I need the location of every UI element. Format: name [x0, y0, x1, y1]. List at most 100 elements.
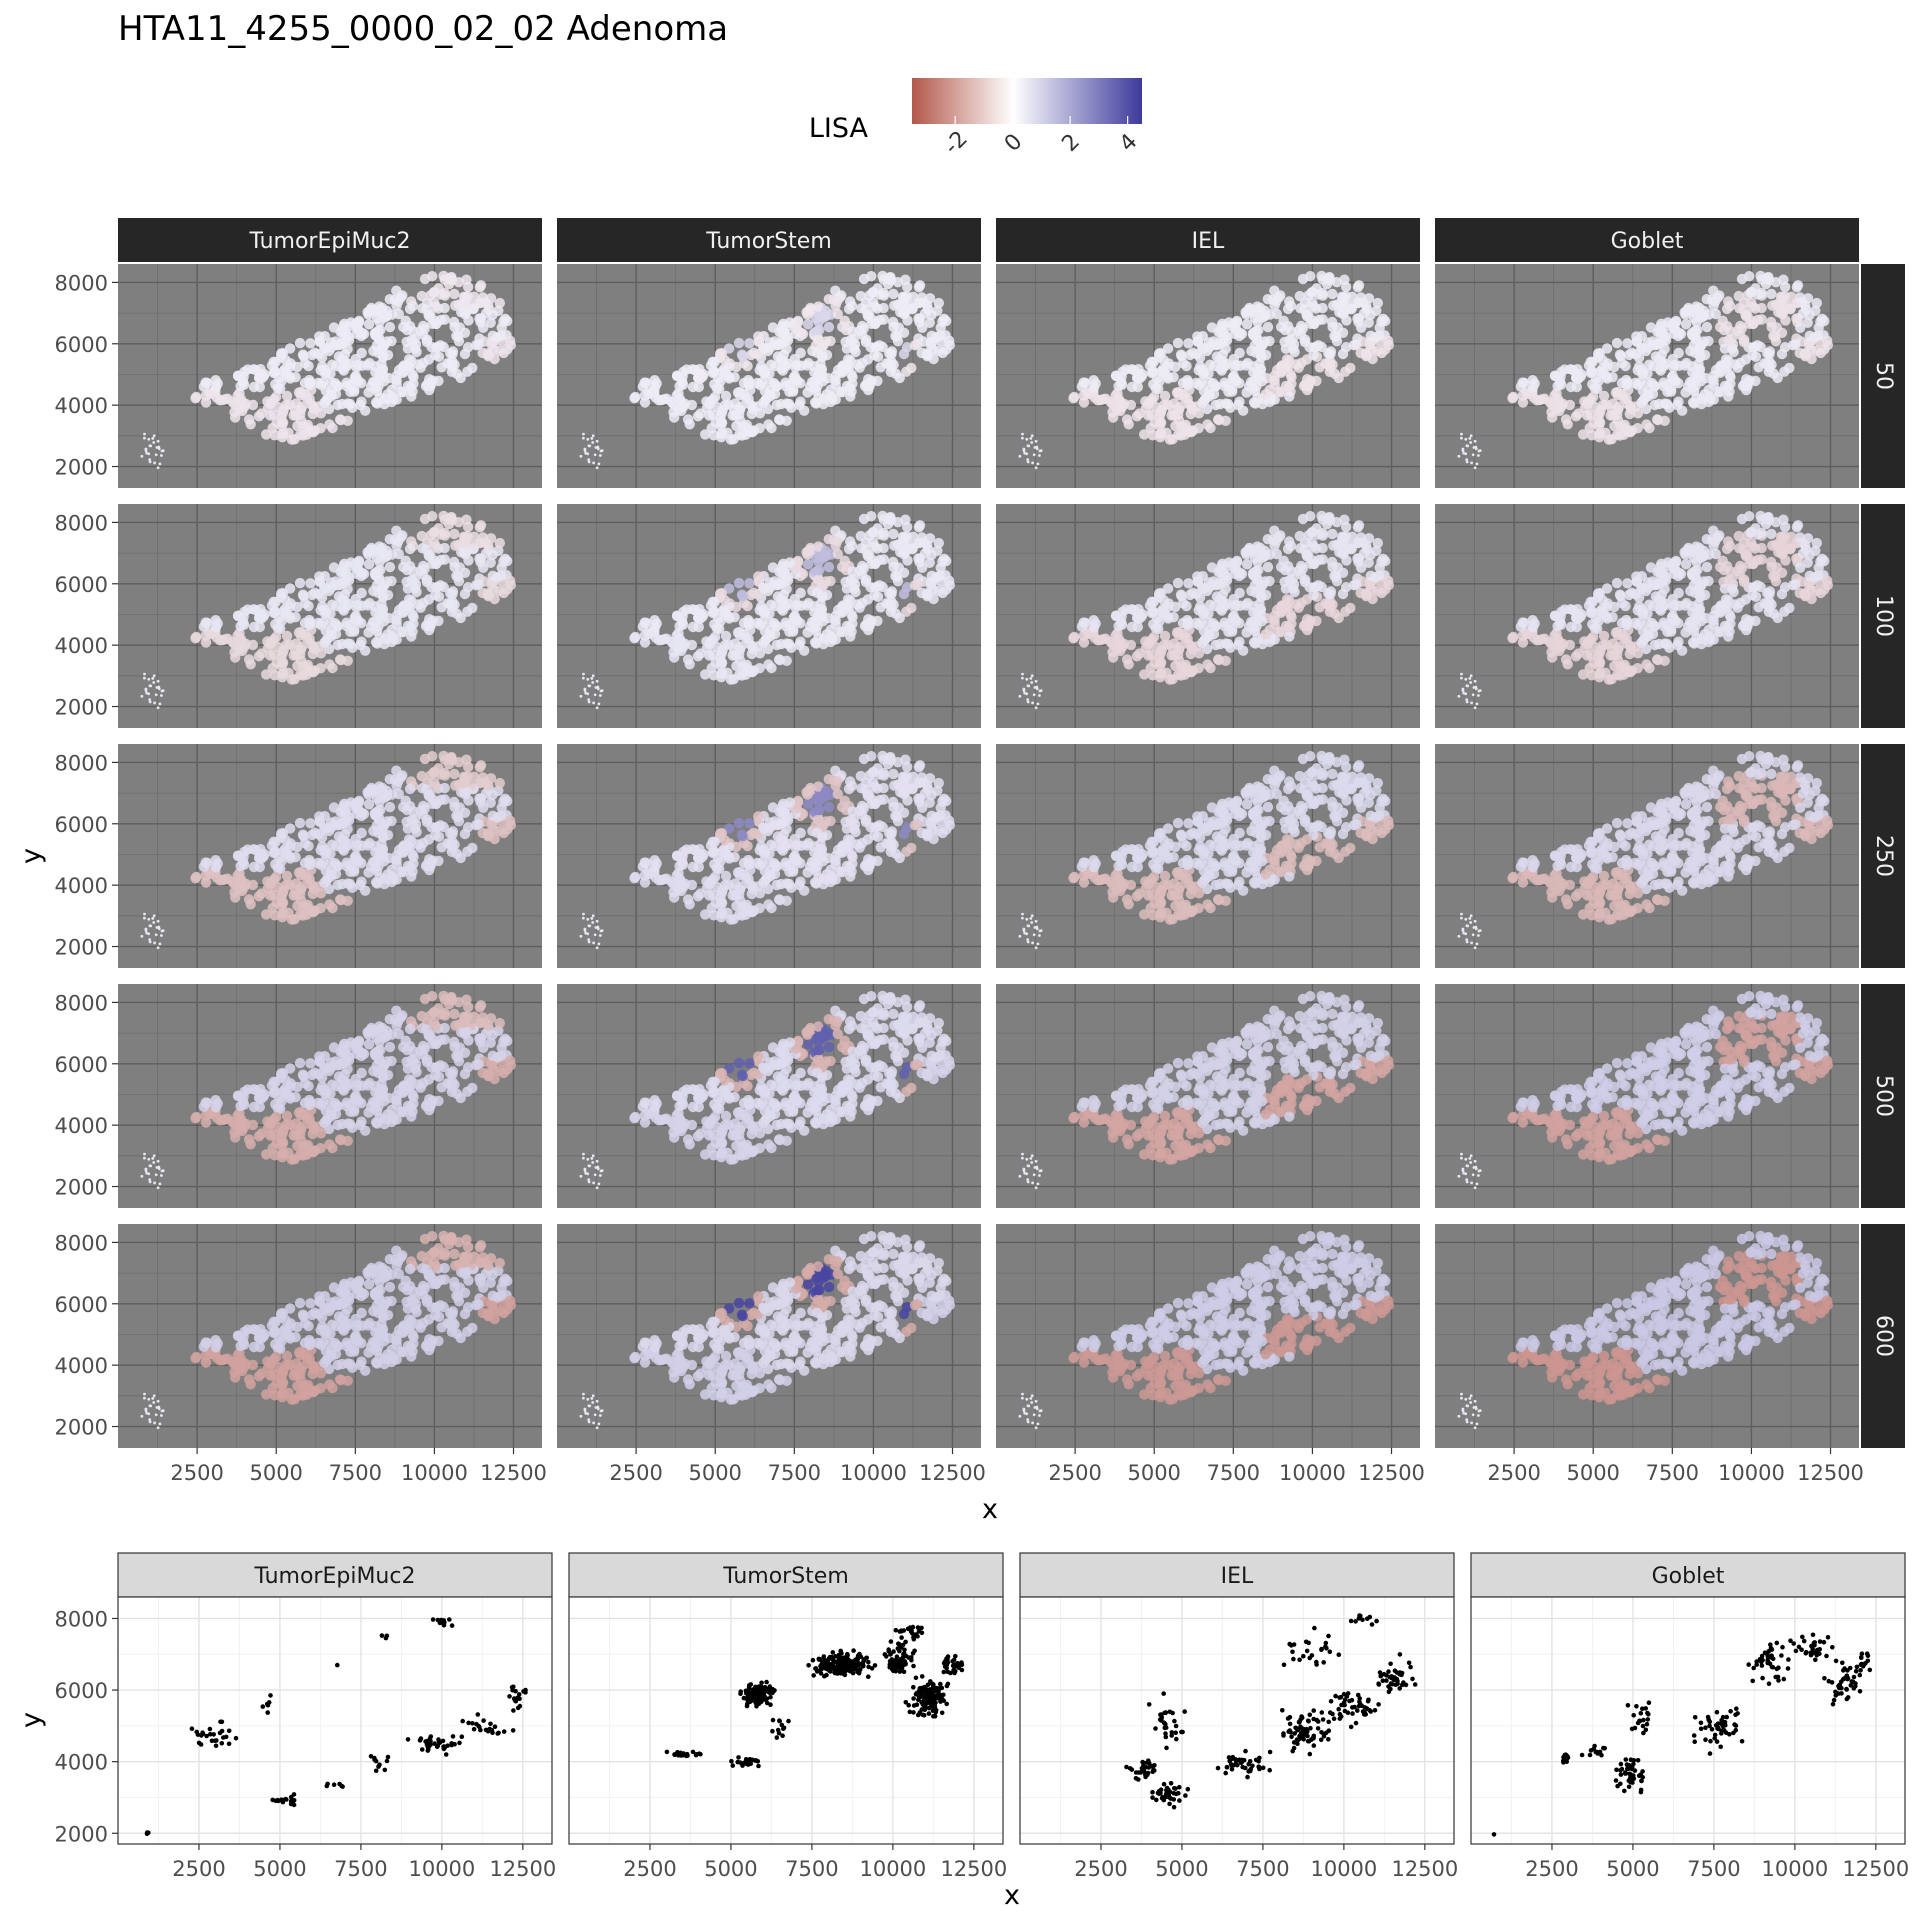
lisa-point [1176, 661, 1187, 672]
lisa-point [1262, 321, 1274, 333]
lisa-point [1108, 652, 1119, 663]
lisa-point [1166, 410, 1177, 421]
lisa-point [1766, 599, 1777, 610]
lisa-point [1154, 616, 1165, 627]
lisa-point [579, 454, 583, 458]
lisa-point [1469, 674, 1473, 678]
lisa-point [449, 528, 460, 540]
lisa-point [1618, 392, 1630, 404]
lisa-point [1113, 633, 1125, 645]
lisa-point [393, 604, 405, 616]
lisa-point [372, 347, 384, 358]
lisa-point [427, 271, 438, 282]
lisa-point [1331, 576, 1343, 587]
panel [557, 264, 981, 488]
lisa-point [453, 336, 465, 347]
lisa-point [447, 586, 459, 597]
lisa-point [1743, 377, 1754, 388]
lisa-point [1113, 380, 1124, 392]
lisa-point [1306, 287, 1318, 298]
lisa-point [1464, 677, 1468, 681]
lisa-point [771, 380, 782, 392]
lisa-point [1755, 510, 1766, 522]
lisa-point [217, 394, 228, 406]
lisa-point [450, 300, 461, 311]
lisa-point [356, 347, 367, 359]
lisa-point [1588, 657, 1599, 668]
lisa-point [1282, 303, 1294, 315]
lisa-point [1132, 613, 1143, 624]
lisa-point [1281, 594, 1293, 605]
lisa-point [230, 412, 241, 423]
lisa-point [1656, 318, 1667, 329]
lisa-point [156, 466, 160, 470]
lisa-point [771, 340, 782, 351]
lisa-point [1689, 347, 1701, 358]
lisa-point [417, 303, 428, 314]
lisa-point [1649, 340, 1660, 351]
lisa-point [1271, 296, 1282, 307]
lisa-point [320, 625, 331, 636]
lisa-point [449, 599, 460, 610]
lisa-point [1254, 358, 1265, 370]
lisa-point [1473, 466, 1477, 470]
lisa-point [198, 381, 210, 392]
lisa-point [288, 410, 299, 421]
lisa-point [158, 702, 162, 706]
lisa-point [306, 349, 318, 361]
lisa-point [656, 394, 667, 406]
legend-tick-label: 2 [1057, 129, 1085, 157]
lisa-point [1583, 600, 1595, 611]
lisa-point [487, 789, 498, 801]
lisa-point [1269, 615, 1280, 626]
lisa-point [1744, 511, 1755, 522]
lisa-point [1778, 514, 1789, 525]
lisa-point [1816, 553, 1828, 564]
lisa-point [900, 274, 911, 285]
lisa-point [1693, 358, 1704, 370]
lisa-point [914, 280, 926, 291]
lisa-point [294, 577, 306, 589]
lisa-point [407, 609, 418, 620]
lisa-point [1615, 590, 1626, 602]
lisa-point [674, 633, 686, 645]
lisa-point [1689, 398, 1700, 409]
lisa-point [271, 417, 282, 428]
lisa-point [912, 339, 923, 350]
lisa-point [1471, 693, 1475, 697]
lisa-point [1183, 338, 1194, 349]
lisa-point [496, 562, 507, 573]
lisa-point [423, 311, 435, 322]
lisa-point [1811, 537, 1823, 549]
lisa-point [1771, 562, 1783, 573]
lisa-point [1132, 373, 1143, 384]
lisa-point [1155, 588, 1167, 599]
lisa-point [1738, 576, 1750, 588]
panel [996, 504, 1420, 728]
lisa-point [157, 685, 161, 689]
lisa-point [396, 866, 407, 877]
lisa-point [454, 322, 465, 333]
lisa-point [674, 393, 686, 405]
lisa-point [1658, 620, 1669, 632]
lisa-point [421, 336, 432, 348]
lisa-point [1534, 394, 1545, 406]
lisa-point [496, 802, 507, 813]
lisa-point [877, 270, 888, 282]
legend-title: LISA [809, 113, 869, 144]
lisa-point [362, 547, 373, 558]
lisa-point [590, 677, 594, 680]
lisa-point [1269, 375, 1280, 386]
lisa-point [866, 511, 877, 522]
lisa-point [1168, 372, 1179, 383]
lisa-point [403, 354, 415, 365]
lisa-point [841, 343, 853, 354]
lisa-point [637, 621, 649, 632]
lisa-point [1792, 280, 1804, 291]
lisa-point [1821, 575, 1833, 586]
lisa-point [200, 637, 212, 648]
lisa-point [1370, 332, 1381, 343]
lisa-point [1724, 369, 1735, 380]
lisa-point [325, 608, 336, 619]
lisa-point [1644, 662, 1655, 674]
